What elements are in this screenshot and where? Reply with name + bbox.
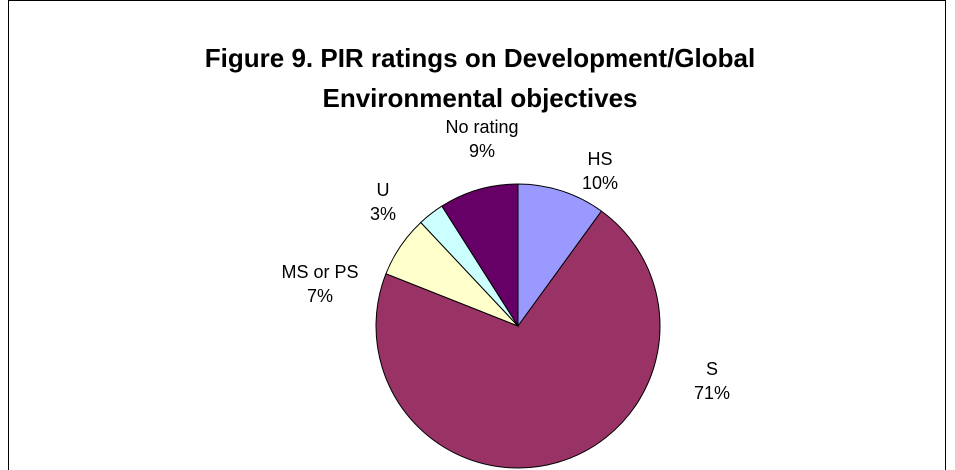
- pie-slice: [375, 210, 661, 469]
- slice-label: S: [706, 359, 718, 379]
- slice-label: U: [377, 180, 390, 200]
- slice-value-label: 7%: [307, 286, 333, 306]
- slice-value-label: 10%: [582, 173, 618, 193]
- slice-label: No rating: [445, 117, 518, 137]
- slice-label: MS or PS: [281, 262, 358, 282]
- chart-frame: [8, 0, 946, 470]
- slice-value-label: 71%: [694, 383, 730, 403]
- pie-slice: [517, 183, 603, 328]
- slice-value-label: 3%: [370, 204, 396, 224]
- slice-value-label: 9%: [469, 141, 495, 161]
- pie-slice: [441, 183, 519, 328]
- chart-title: Figure 9. PIR ratings on Development/Glo…: [204, 43, 756, 113]
- slice-label: HS: [587, 149, 612, 169]
